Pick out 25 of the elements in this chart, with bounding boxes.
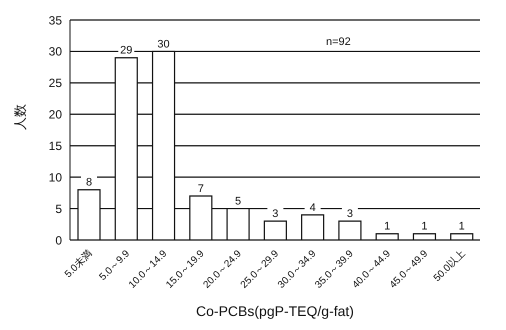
x-tick-label: 5.0～9.9	[98, 248, 132, 283]
data-label: 1	[421, 220, 428, 233]
x-tick-label: 5.0未満	[62, 248, 95, 280]
y-tick-label: 20	[48, 108, 62, 122]
data-label: 3	[346, 208, 353, 220]
y-tick-label: 0	[55, 233, 62, 248]
y-axis-title: 人数	[12, 104, 28, 130]
data-label: 29	[120, 44, 132, 57]
data-label: 1	[458, 220, 465, 233]
annotation: n=92	[326, 36, 351, 48]
data-label: 8	[86, 176, 92, 189]
data-label: 7	[198, 183, 204, 195]
x-axis-title: Co-PCBs(pgP-TEQ/g-fat)	[196, 303, 354, 319]
data-label: 5	[235, 196, 242, 208]
data-label: 3	[272, 208, 278, 220]
y-tick-label: 35	[48, 13, 62, 28]
y-tick-label: 30	[48, 44, 62, 59]
data-label: 1	[384, 220, 390, 233]
y-tick-label: 10	[48, 170, 62, 184]
x-tick-label: 50.0以上	[431, 248, 468, 284]
y-tick-label: 15	[48, 138, 62, 153]
y-tick-label: 25	[48, 76, 62, 90]
y-tick-label: 5	[55, 202, 62, 216]
data-label: 4	[310, 202, 316, 214]
data-label: 30	[157, 38, 170, 50]
